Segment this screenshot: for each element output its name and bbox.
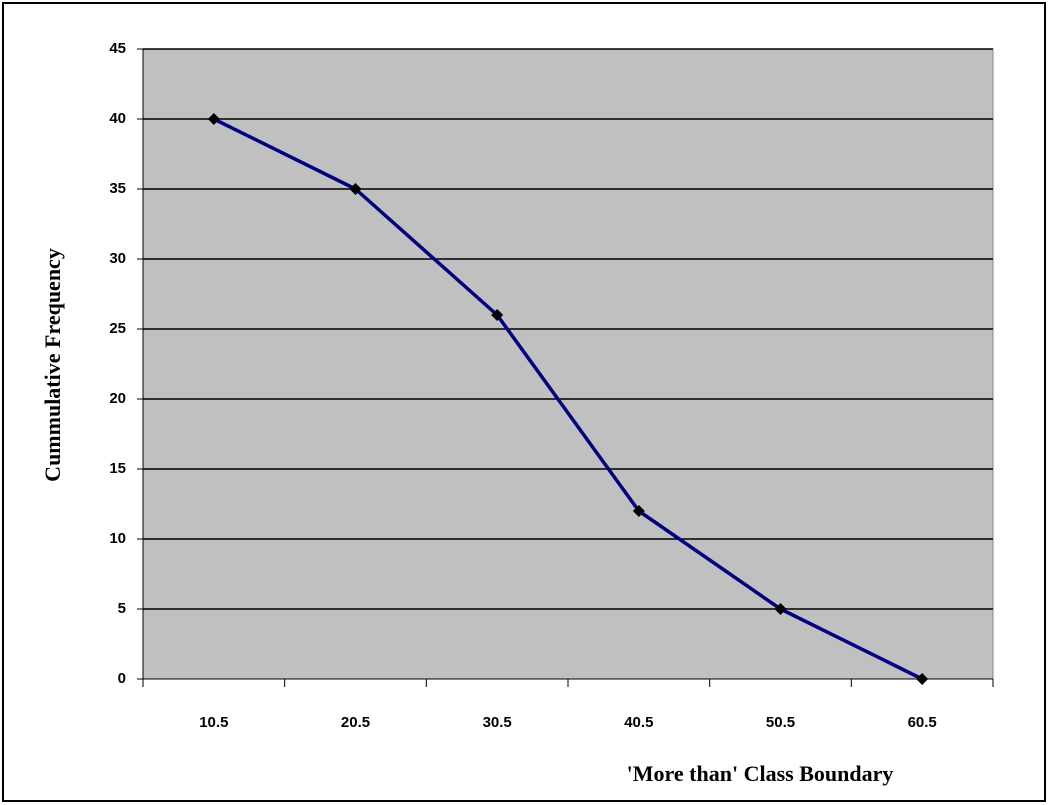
y-tick-label: 20 — [109, 390, 126, 407]
y-tick-label: 30 — [109, 250, 126, 267]
y-tick-label: 0 — [118, 670, 126, 687]
x-tick-label: 30.5 — [483, 714, 512, 731]
marker — [349, 183, 362, 195]
x-tick-label: 50.5 — [766, 714, 795, 731]
marker — [207, 113, 220, 125]
y-tick-label: 10 — [109, 530, 126, 547]
y-axis-title: Cummulative Frequency — [40, 248, 65, 482]
x-tick-label: 60.5 — [908, 714, 937, 731]
plot-area — [142, 48, 994, 680]
y-tick-label: 45 — [109, 40, 126, 57]
line — [213, 117, 923, 681]
marker — [774, 603, 787, 615]
marker — [916, 673, 929, 685]
x-axis-title: 'More than' Class Boundary — [627, 761, 894, 786]
y-tick-label: 35 — [109, 180, 126, 197]
x-tick-label: 20.5 — [341, 714, 370, 731]
x-tick-label: 10.5 — [199, 714, 228, 731]
y-tick-label: 25 — [109, 320, 126, 337]
y-tick-label: 5 — [118, 600, 126, 617]
marker — [491, 309, 504, 321]
x-tick-label: 40.5 — [624, 714, 653, 731]
marker — [632, 505, 645, 517]
y-tick-label: 40 — [109, 110, 126, 127]
y-tick-label: 15 — [109, 460, 126, 477]
